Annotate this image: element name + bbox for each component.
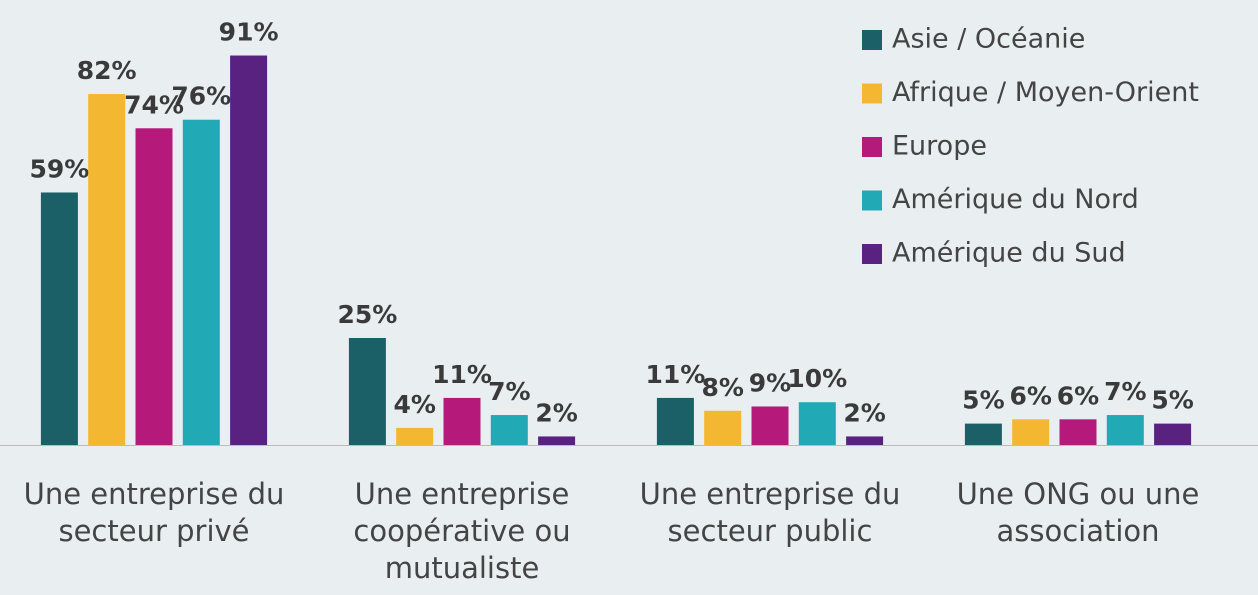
value-label: 4% [393, 390, 435, 419]
bar [751, 406, 789, 445]
category-label: Une ONG ou une association [956, 477, 1200, 548]
value-label: 9% [749, 368, 791, 397]
bar [964, 423, 1002, 445]
value-label: 2% [535, 398, 577, 427]
bar [40, 192, 78, 445]
value-label: 5% [1151, 386, 1193, 415]
legend-swatch [862, 244, 882, 264]
bar [538, 436, 576, 445]
bar [230, 55, 268, 446]
bar [490, 415, 528, 445]
bar [443, 397, 481, 445]
bar [88, 94, 126, 445]
legend-swatch [862, 137, 882, 157]
value-label: 74% [124, 90, 184, 119]
bar [656, 397, 694, 445]
value-label: 7% [1104, 377, 1146, 406]
value-label: 7% [488, 377, 530, 406]
value-label: 6% [1057, 381, 1099, 410]
bar [1106, 415, 1144, 445]
bar [396, 427, 434, 445]
category-label: Une entreprise du secteur public [639, 477, 901, 548]
bar [1012, 419, 1050, 445]
bar [348, 338, 386, 445]
value-label: 11% [432, 360, 492, 389]
value-label: 8% [701, 373, 743, 402]
value-label: 6% [1009, 381, 1051, 410]
bar [846, 436, 884, 445]
legend-label: Europe [892, 131, 987, 162]
legend-label: Amérique du Sud [892, 238, 1126, 269]
bar [182, 119, 220, 445]
value-label: 91% [219, 18, 279, 47]
bar [1059, 419, 1097, 445]
value-label: 82% [77, 56, 137, 85]
value-label: 5% [962, 386, 1004, 415]
legend-label: Afrique / Moyen-Orient [892, 77, 1199, 108]
value-label: 10% [787, 364, 847, 393]
value-label: 76% [171, 82, 231, 111]
value-label: 11% [645, 360, 705, 389]
value-label: 59% [29, 154, 89, 183]
bar [798, 402, 836, 445]
legend-label: Asie / Océanie [892, 24, 1085, 55]
legend-label: Amérique du Nord [892, 184, 1139, 215]
bar [135, 128, 173, 445]
legend-swatch [862, 190, 882, 211]
legend-swatch [862, 83, 882, 104]
category-label: Une entreprise coopérative ou mutualiste [353, 477, 571, 585]
value-label: 2% [843, 398, 885, 427]
legend-swatch [862, 30, 882, 50]
category-label: Une entreprise du secteur privé [23, 477, 285, 548]
value-label: 25% [337, 300, 397, 329]
bar [1154, 423, 1192, 445]
bar [704, 410, 742, 445]
